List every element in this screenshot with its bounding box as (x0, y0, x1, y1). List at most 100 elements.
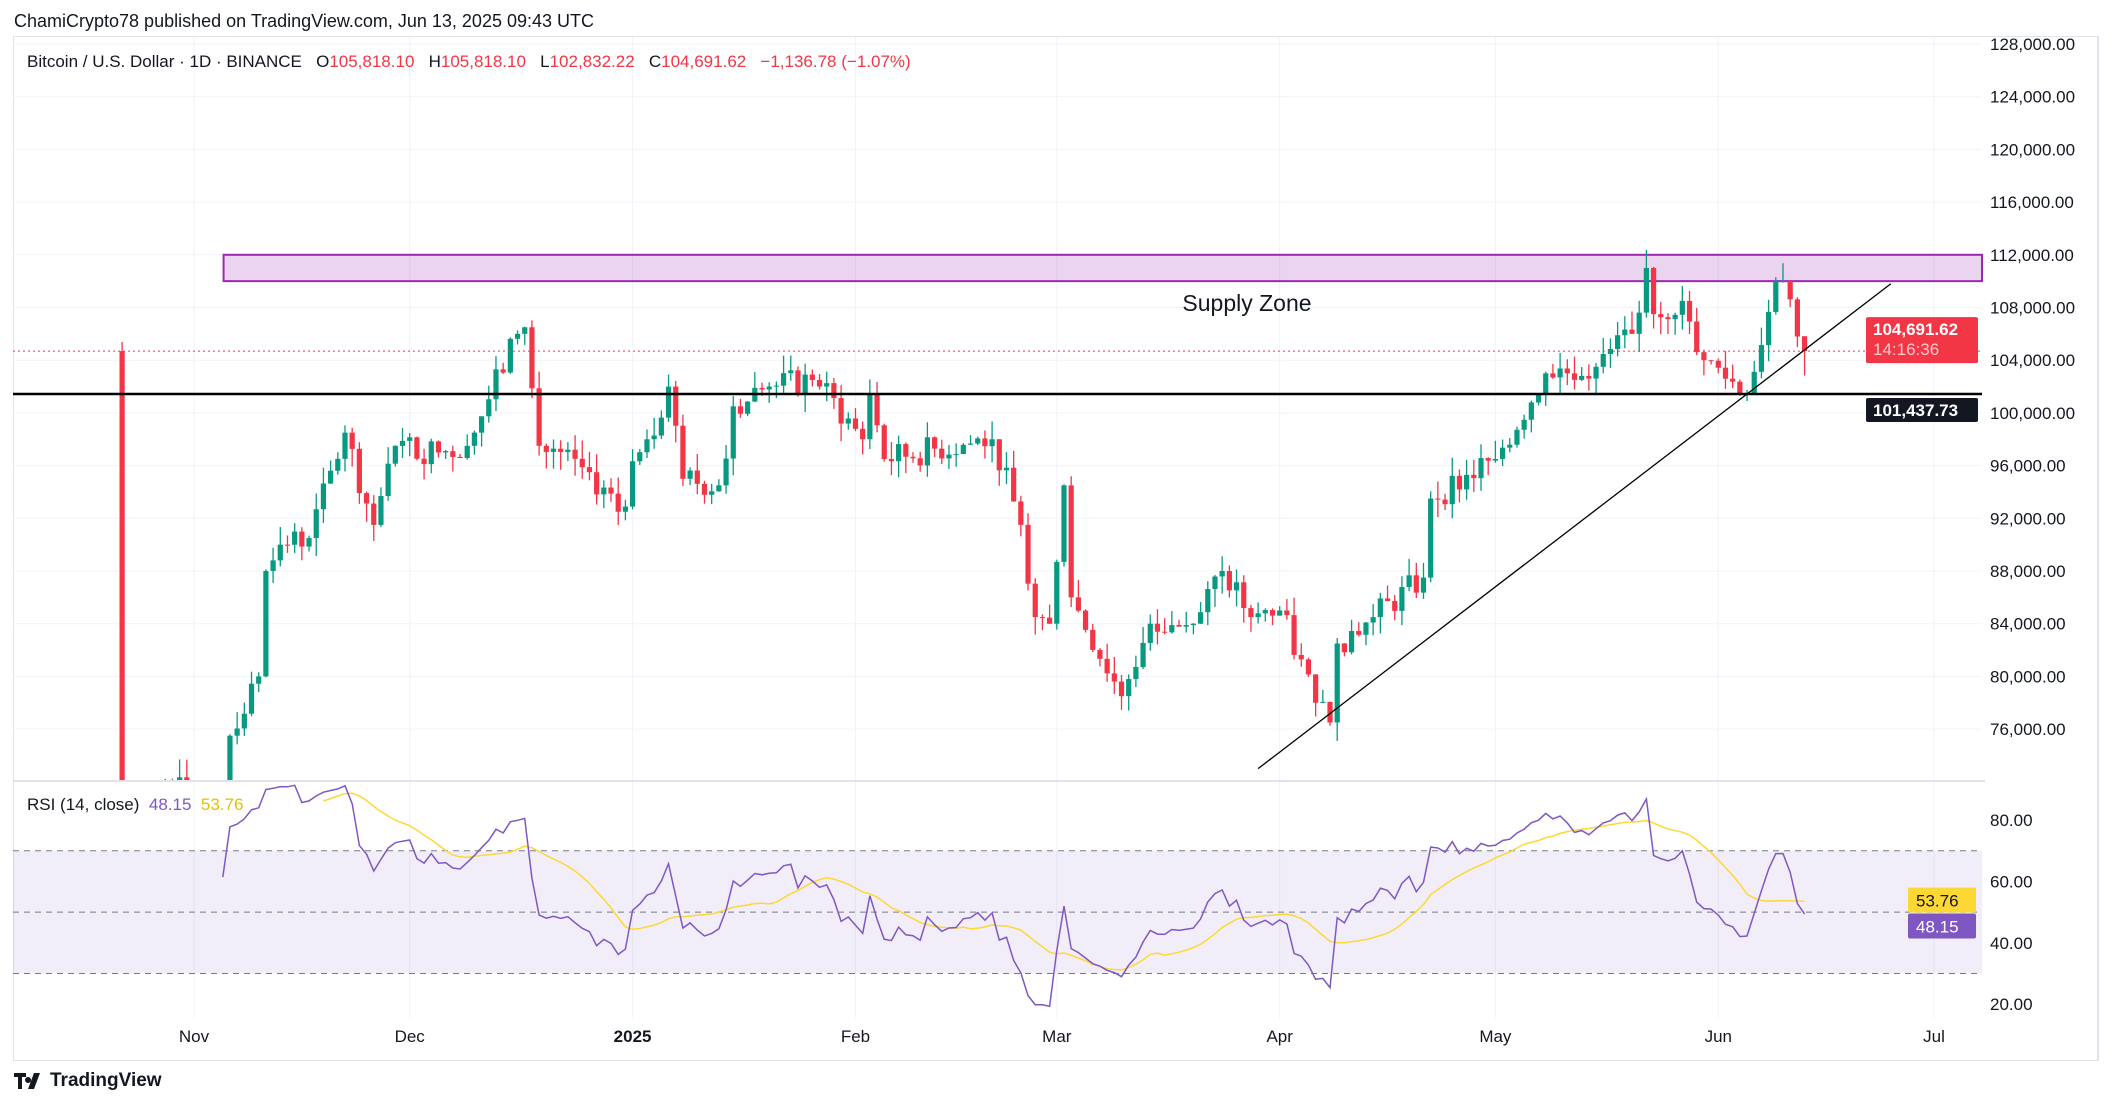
candle-body (500, 369, 506, 373)
candle (953, 443, 959, 467)
candle-body (1485, 458, 1491, 461)
candle (313, 493, 319, 556)
candle-body (1068, 485, 1074, 598)
candle (608, 478, 614, 502)
price-tick-label: 84,000.00 (1990, 615, 2066, 634)
candle (306, 535, 312, 552)
candle-body (241, 713, 247, 729)
candle-body (1118, 681, 1125, 697)
candle (486, 385, 492, 423)
candle (493, 356, 499, 412)
candle-body (328, 470, 334, 484)
candle-body (457, 456, 463, 459)
candle (816, 374, 823, 390)
price-tick-label: 92,000.00 (1990, 509, 2066, 528)
candle-body (989, 439, 995, 447)
candle (1399, 576, 1405, 626)
candle (737, 398, 744, 418)
candle-body (1384, 598, 1391, 602)
candle (665, 374, 672, 422)
candle (572, 435, 578, 476)
candle (1449, 457, 1455, 519)
candle (1205, 581, 1211, 626)
candle-body (1672, 314, 1678, 320)
candle (1140, 626, 1146, 669)
candle (550, 439, 557, 469)
candle (1047, 604, 1053, 624)
price-tick-label: 96,000.00 (1990, 457, 2066, 476)
candle (996, 439, 1002, 486)
candle (1039, 614, 1046, 631)
change-value: −1,136.78 (−1.07%) (760, 52, 911, 71)
candle (371, 495, 377, 541)
price-tick-label: 104,000.00 (1990, 351, 2075, 370)
candle-body (737, 406, 744, 414)
candle-body (975, 438, 981, 444)
candle (766, 382, 772, 403)
candle (320, 467, 327, 524)
candle-body (471, 432, 478, 446)
candle-body (1190, 623, 1197, 626)
symbol-name[interactable]: Bitcoin / U.S. Dollar · 1D · BINANCE (27, 52, 302, 71)
candle (1241, 575, 1247, 623)
candle-body (1449, 475, 1455, 505)
price-tick-label: 112,000.00 (1990, 246, 2074, 265)
candle (507, 337, 513, 374)
candle (579, 440, 585, 479)
candle-body (1593, 366, 1599, 379)
candle (522, 326, 528, 345)
candle-body (888, 459, 895, 462)
candle-body (1471, 474, 1477, 479)
candle (1420, 562, 1427, 599)
candle-body (127, 841, 132, 842)
candle (543, 443, 549, 469)
candle (464, 434, 470, 460)
candle-body (1722, 367, 1729, 379)
candle (788, 355, 794, 381)
candle-body (651, 435, 657, 440)
candle (234, 712, 240, 745)
candle-body (1104, 658, 1110, 674)
candle-body (780, 373, 787, 386)
candle (565, 442, 571, 462)
candle-body (1082, 610, 1089, 630)
candle-body (615, 493, 621, 512)
candle-body (479, 416, 485, 433)
candle-body (1499, 447, 1506, 460)
candle (1320, 689, 1326, 703)
candle (1025, 513, 1031, 591)
candle-body (443, 451, 449, 453)
candle-body (1269, 610, 1276, 616)
candle (385, 447, 391, 501)
candle (1018, 495, 1024, 537)
candle-body (450, 451, 456, 457)
candle-body (529, 327, 535, 389)
candle (558, 440, 564, 470)
candle (1629, 311, 1635, 334)
tradingview-logo[interactable]: TradingView (14, 1070, 162, 1092)
candle-body (270, 560, 276, 571)
candle (428, 438, 434, 474)
time-tick-label: 2025 (614, 1027, 652, 1046)
publish-info: ChamiCrypto78 published on TradingView.c… (14, 11, 595, 31)
candle-body (1564, 368, 1570, 374)
price-tick-label: 80,000.00 (1990, 667, 2066, 686)
candle-body (1636, 312, 1642, 334)
candle-body (1277, 610, 1283, 616)
rsi-title[interactable]: RSI (14, close) (27, 795, 140, 814)
candle-body (1579, 375, 1585, 380)
candle-body (486, 399, 492, 417)
candle (227, 734, 233, 780)
candle-body (773, 385, 779, 387)
candle-body (1535, 394, 1542, 403)
candle (1701, 349, 1707, 376)
candle-body (946, 454, 952, 459)
candle-body (1284, 610, 1290, 616)
candle-body (838, 398, 844, 424)
candle-body (1183, 625, 1189, 627)
candle-body (881, 425, 887, 460)
candle-body (1701, 352, 1707, 361)
candle (1679, 286, 1685, 330)
candle (1226, 565, 1232, 598)
